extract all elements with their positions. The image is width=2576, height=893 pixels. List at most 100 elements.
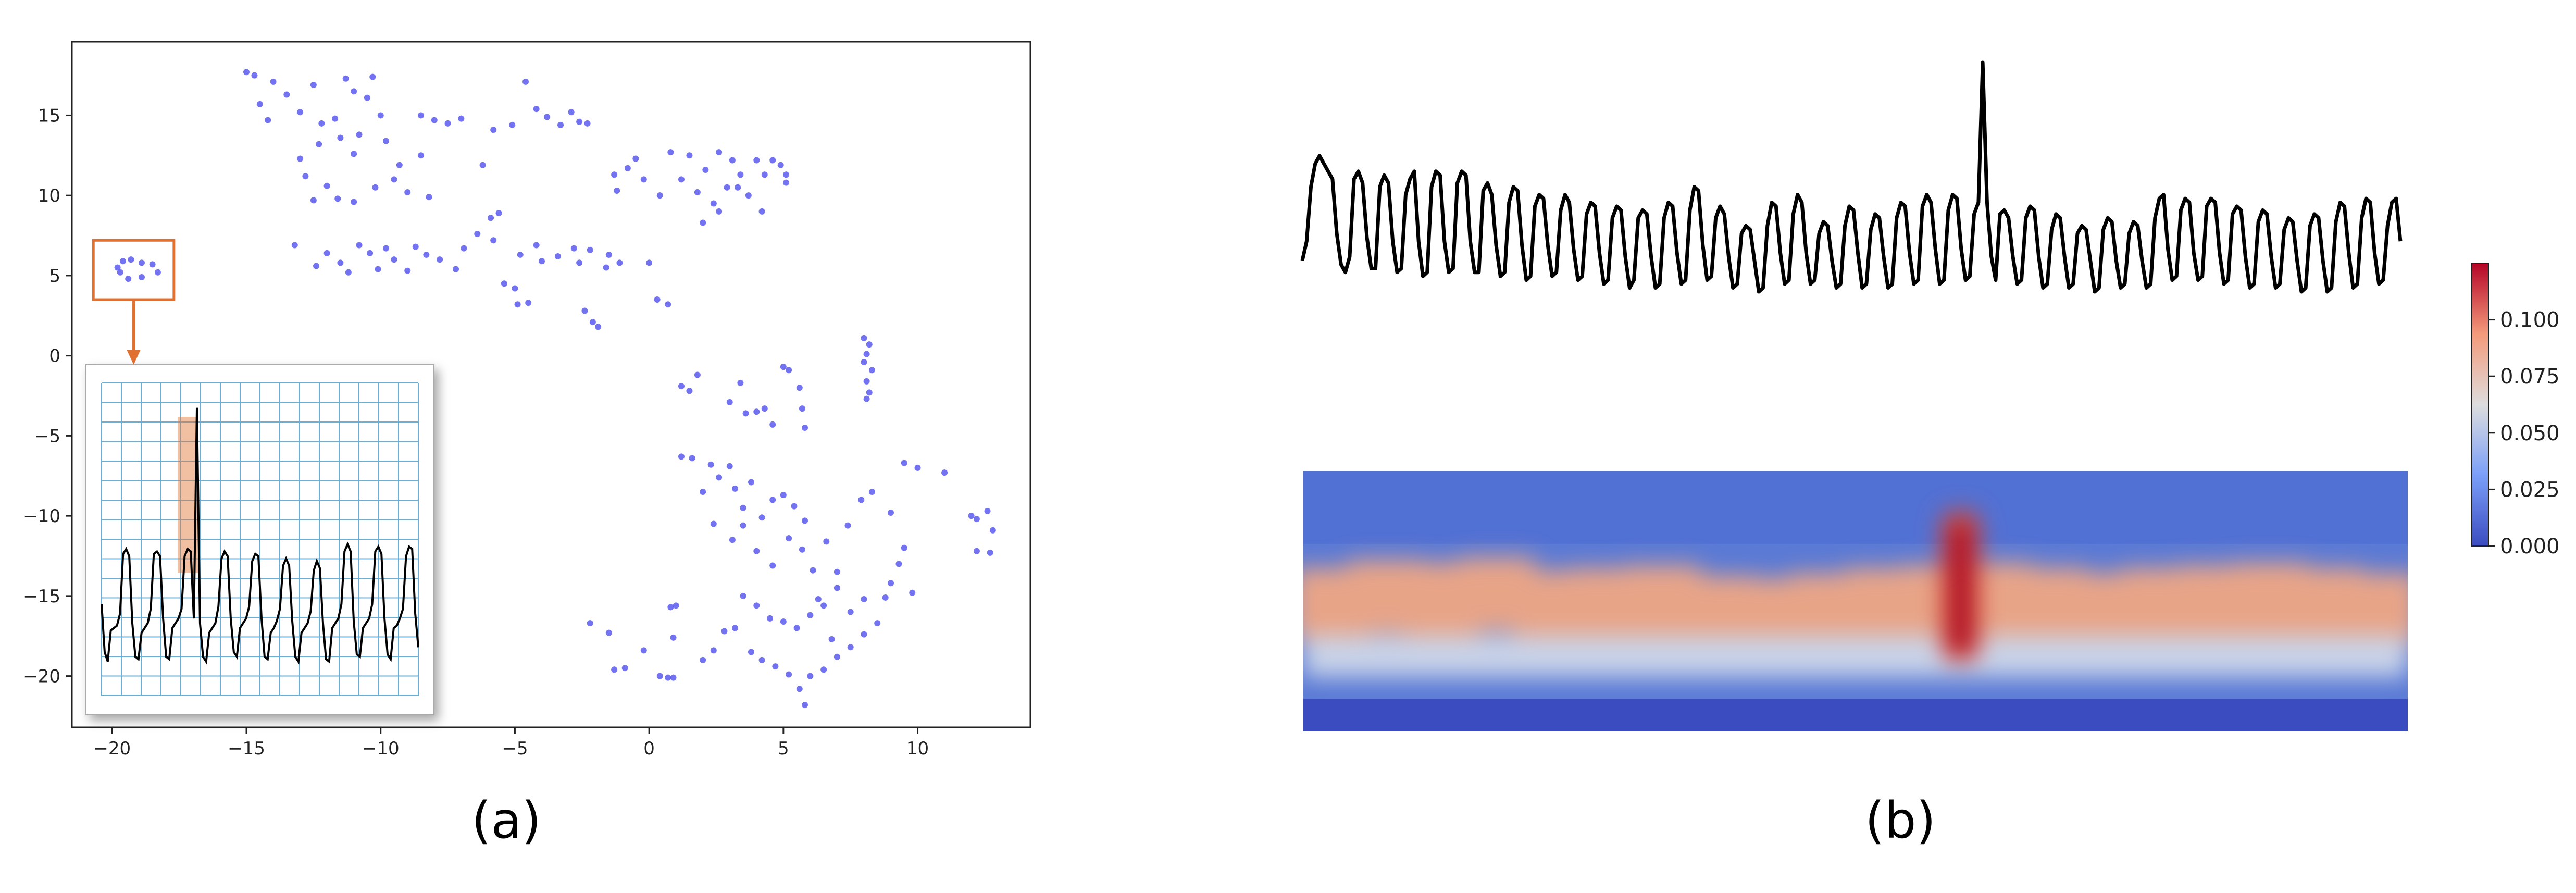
scatter-point bbox=[616, 259, 623, 266]
scatter-point bbox=[154, 269, 161, 276]
scatter-point bbox=[570, 245, 577, 252]
scatter-point bbox=[372, 184, 379, 191]
x-tick-label: −15 bbox=[228, 738, 265, 759]
scatter-point bbox=[654, 296, 661, 303]
scatter-point bbox=[901, 460, 907, 466]
scatter-point bbox=[517, 251, 524, 258]
scatter-point bbox=[670, 634, 677, 641]
scatter-point bbox=[356, 242, 363, 249]
colorbar-tick-label: 0.000 bbox=[2500, 535, 2560, 559]
scatter-point bbox=[646, 259, 653, 266]
scatter-point bbox=[833, 585, 840, 591]
scatter-point bbox=[337, 259, 344, 266]
scatter-point bbox=[861, 334, 867, 341]
x-tick-label: 5 bbox=[778, 738, 789, 759]
scatter-point bbox=[780, 364, 787, 370]
scatter-point bbox=[614, 187, 620, 194]
scatter-point bbox=[367, 250, 374, 256]
scatter-point bbox=[861, 596, 867, 603]
scatter-point bbox=[772, 663, 779, 670]
scatter-point bbox=[313, 263, 320, 269]
scatter-point bbox=[753, 408, 760, 415]
scatter-point bbox=[678, 176, 685, 183]
scatter-point bbox=[833, 653, 840, 660]
scatter-point bbox=[568, 109, 575, 116]
scatter-point bbox=[251, 72, 258, 79]
scatter-point bbox=[769, 157, 776, 164]
colorbar-tick-label: 0.075 bbox=[2500, 365, 2560, 389]
scatter-point bbox=[694, 189, 701, 196]
scatter-point bbox=[710, 200, 717, 207]
scatter-point bbox=[748, 649, 754, 655]
scatter-point bbox=[758, 208, 765, 215]
scatter-point bbox=[686, 152, 693, 159]
x-tick-label: −10 bbox=[362, 738, 400, 759]
scatter-point bbox=[882, 594, 889, 601]
scatter-point bbox=[337, 134, 344, 141]
scatter-point bbox=[740, 592, 746, 599]
scatter-point bbox=[265, 117, 271, 123]
scatter-point bbox=[426, 194, 432, 201]
scatter-point bbox=[364, 94, 370, 101]
y-tick-label: 15 bbox=[38, 105, 60, 126]
scatter-point bbox=[844, 522, 851, 529]
scatter-point bbox=[686, 388, 693, 394]
scatter-point bbox=[732, 485, 739, 492]
scatter-point bbox=[710, 520, 717, 527]
heat-spike-core bbox=[1952, 526, 1969, 651]
scatter-point bbox=[833, 568, 840, 575]
scatter-point bbox=[769, 562, 776, 569]
scatter-point bbox=[802, 517, 808, 524]
scatter-point bbox=[700, 489, 706, 495]
scatter-point bbox=[989, 527, 996, 534]
scatter-point bbox=[589, 319, 596, 326]
scatter-point bbox=[522, 78, 529, 85]
scatter-point bbox=[724, 184, 730, 191]
scatter-point bbox=[640, 176, 647, 183]
scatter-point bbox=[128, 256, 134, 263]
scatter-point bbox=[576, 118, 583, 125]
scatter-point bbox=[726, 399, 733, 405]
colorbar-gradient bbox=[2471, 263, 2489, 547]
scatter-point bbox=[729, 157, 736, 164]
scatter-point bbox=[887, 580, 894, 587]
scatter-point bbox=[866, 341, 873, 348]
scatter-point bbox=[941, 469, 948, 476]
scatter-point bbox=[707, 461, 714, 468]
y-tick-label: 10 bbox=[38, 185, 60, 206]
scatter-point bbox=[737, 171, 744, 178]
scatter-point bbox=[761, 171, 768, 178]
scatter-point bbox=[474, 230, 481, 237]
scatter-point bbox=[509, 121, 516, 128]
scatter-point bbox=[847, 644, 854, 651]
scatter-point bbox=[786, 367, 792, 374]
scatter-point bbox=[243, 69, 250, 76]
scatter-point bbox=[868, 489, 875, 495]
scatter-point bbox=[710, 647, 717, 654]
scatter-point bbox=[310, 197, 317, 204]
scatter-point bbox=[437, 256, 443, 263]
scatter-point bbox=[726, 463, 733, 469]
scatter-point bbox=[605, 629, 612, 636]
scatter-point bbox=[412, 243, 419, 250]
scatter-point bbox=[828, 636, 835, 642]
colorbar-tick-label: 0.050 bbox=[2500, 421, 2560, 445]
scatter-point bbox=[799, 405, 805, 412]
scatter-point bbox=[700, 656, 706, 663]
scatter-point bbox=[603, 264, 609, 271]
scatter-points bbox=[114, 69, 996, 708]
scatter-point bbox=[863, 351, 870, 357]
inset-waveform-line bbox=[101, 407, 419, 665]
scatter-point bbox=[501, 280, 507, 287]
scatter-point bbox=[820, 602, 827, 609]
scatter-point bbox=[721, 628, 728, 635]
scatter-point bbox=[823, 538, 830, 545]
x-tick-label: −5 bbox=[502, 738, 528, 759]
colorbar-ticks: 0.000 0.025 0.050 0.075 0.100 bbox=[2488, 308, 2560, 559]
scatter-point bbox=[391, 176, 397, 183]
scatter-point bbox=[351, 199, 357, 205]
scatter-point bbox=[810, 567, 816, 574]
inset-grid bbox=[101, 382, 419, 696]
scatter-point bbox=[665, 301, 671, 308]
colorbar-tick-label: 0.025 bbox=[2500, 478, 2560, 502]
